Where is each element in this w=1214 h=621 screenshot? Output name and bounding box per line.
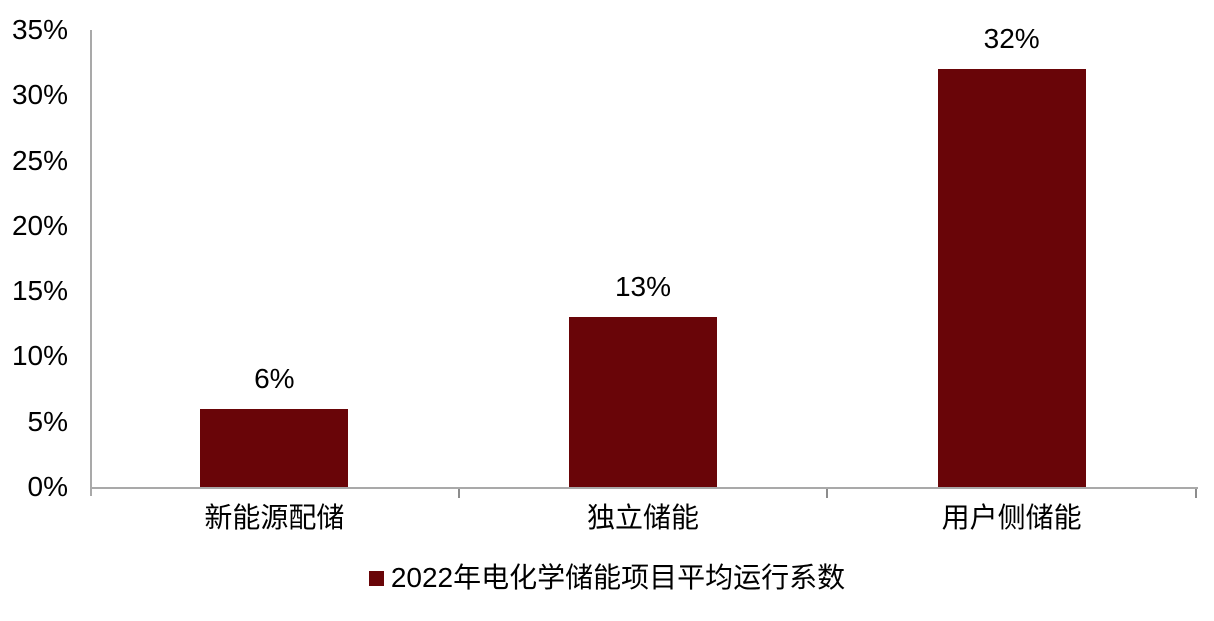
bar [937,69,1086,487]
y-axis-tick-label: 35% [11,14,68,45]
bar [200,408,349,487]
y-axis-tick-label: 0% [27,471,68,502]
x-axis-category-label: 新能源配储 [204,502,345,533]
x-axis-tick [457,489,460,498]
y-axis-tick-label: 15% [11,275,68,307]
x-axis-tick [826,489,829,498]
bar-value-label: 32% [983,23,1040,55]
y-axis-line [90,30,92,496]
bar [569,317,717,487]
x-axis-category-label: 独立储能 [586,502,699,533]
y-axis-tick-label: 10% [11,340,68,372]
legend-swatch [368,570,384,586]
x-axis-line [90,487,1198,489]
y-axis-tick-label: 5% [27,405,68,437]
legend: 2022年电化学储能项目平均运行系数 [0,561,1214,595]
bar-value-label: 13% [614,271,672,303]
y-axis-tick-label: 25% [11,144,68,176]
x-axis-tick [1195,489,1197,498]
bar-value-label: 6% [254,362,295,394]
y-axis-tick-label: 30% [11,79,68,111]
x-axis-category-label: 用户侧储能 [941,502,1082,533]
legend-label: 2022年电化学储能项目平均运行系数 [390,562,846,593]
y-axis-tick-label: 20% [11,209,68,241]
